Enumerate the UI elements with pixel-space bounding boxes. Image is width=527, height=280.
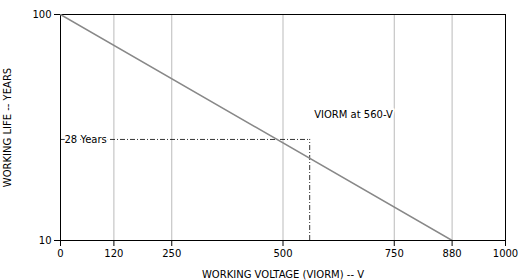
svg-text:28 Years: 28 Years <box>65 134 107 145</box>
svg-text:VIORM at 560-V: VIORM at 560-V <box>314 109 393 120</box>
svg-text:500: 500 <box>273 248 292 259</box>
svg-text:880: 880 <box>443 248 462 259</box>
svg-text:WORKING LIFE -- YEARS: WORKING LIFE -- YEARS <box>2 68 13 187</box>
svg-text:0: 0 <box>57 248 63 259</box>
svg-text:250: 250 <box>162 248 181 259</box>
svg-text:100: 100 <box>32 9 51 20</box>
svg-text:120: 120 <box>104 248 123 259</box>
svg-text:10: 10 <box>39 235 52 246</box>
svg-text:1000: 1000 <box>493 248 518 259</box>
svg-text:750: 750 <box>385 248 404 259</box>
svg-text:WORKING VOLTAGE (VIORM) -- V: WORKING VOLTAGE (VIORM) -- V <box>202 269 364 280</box>
